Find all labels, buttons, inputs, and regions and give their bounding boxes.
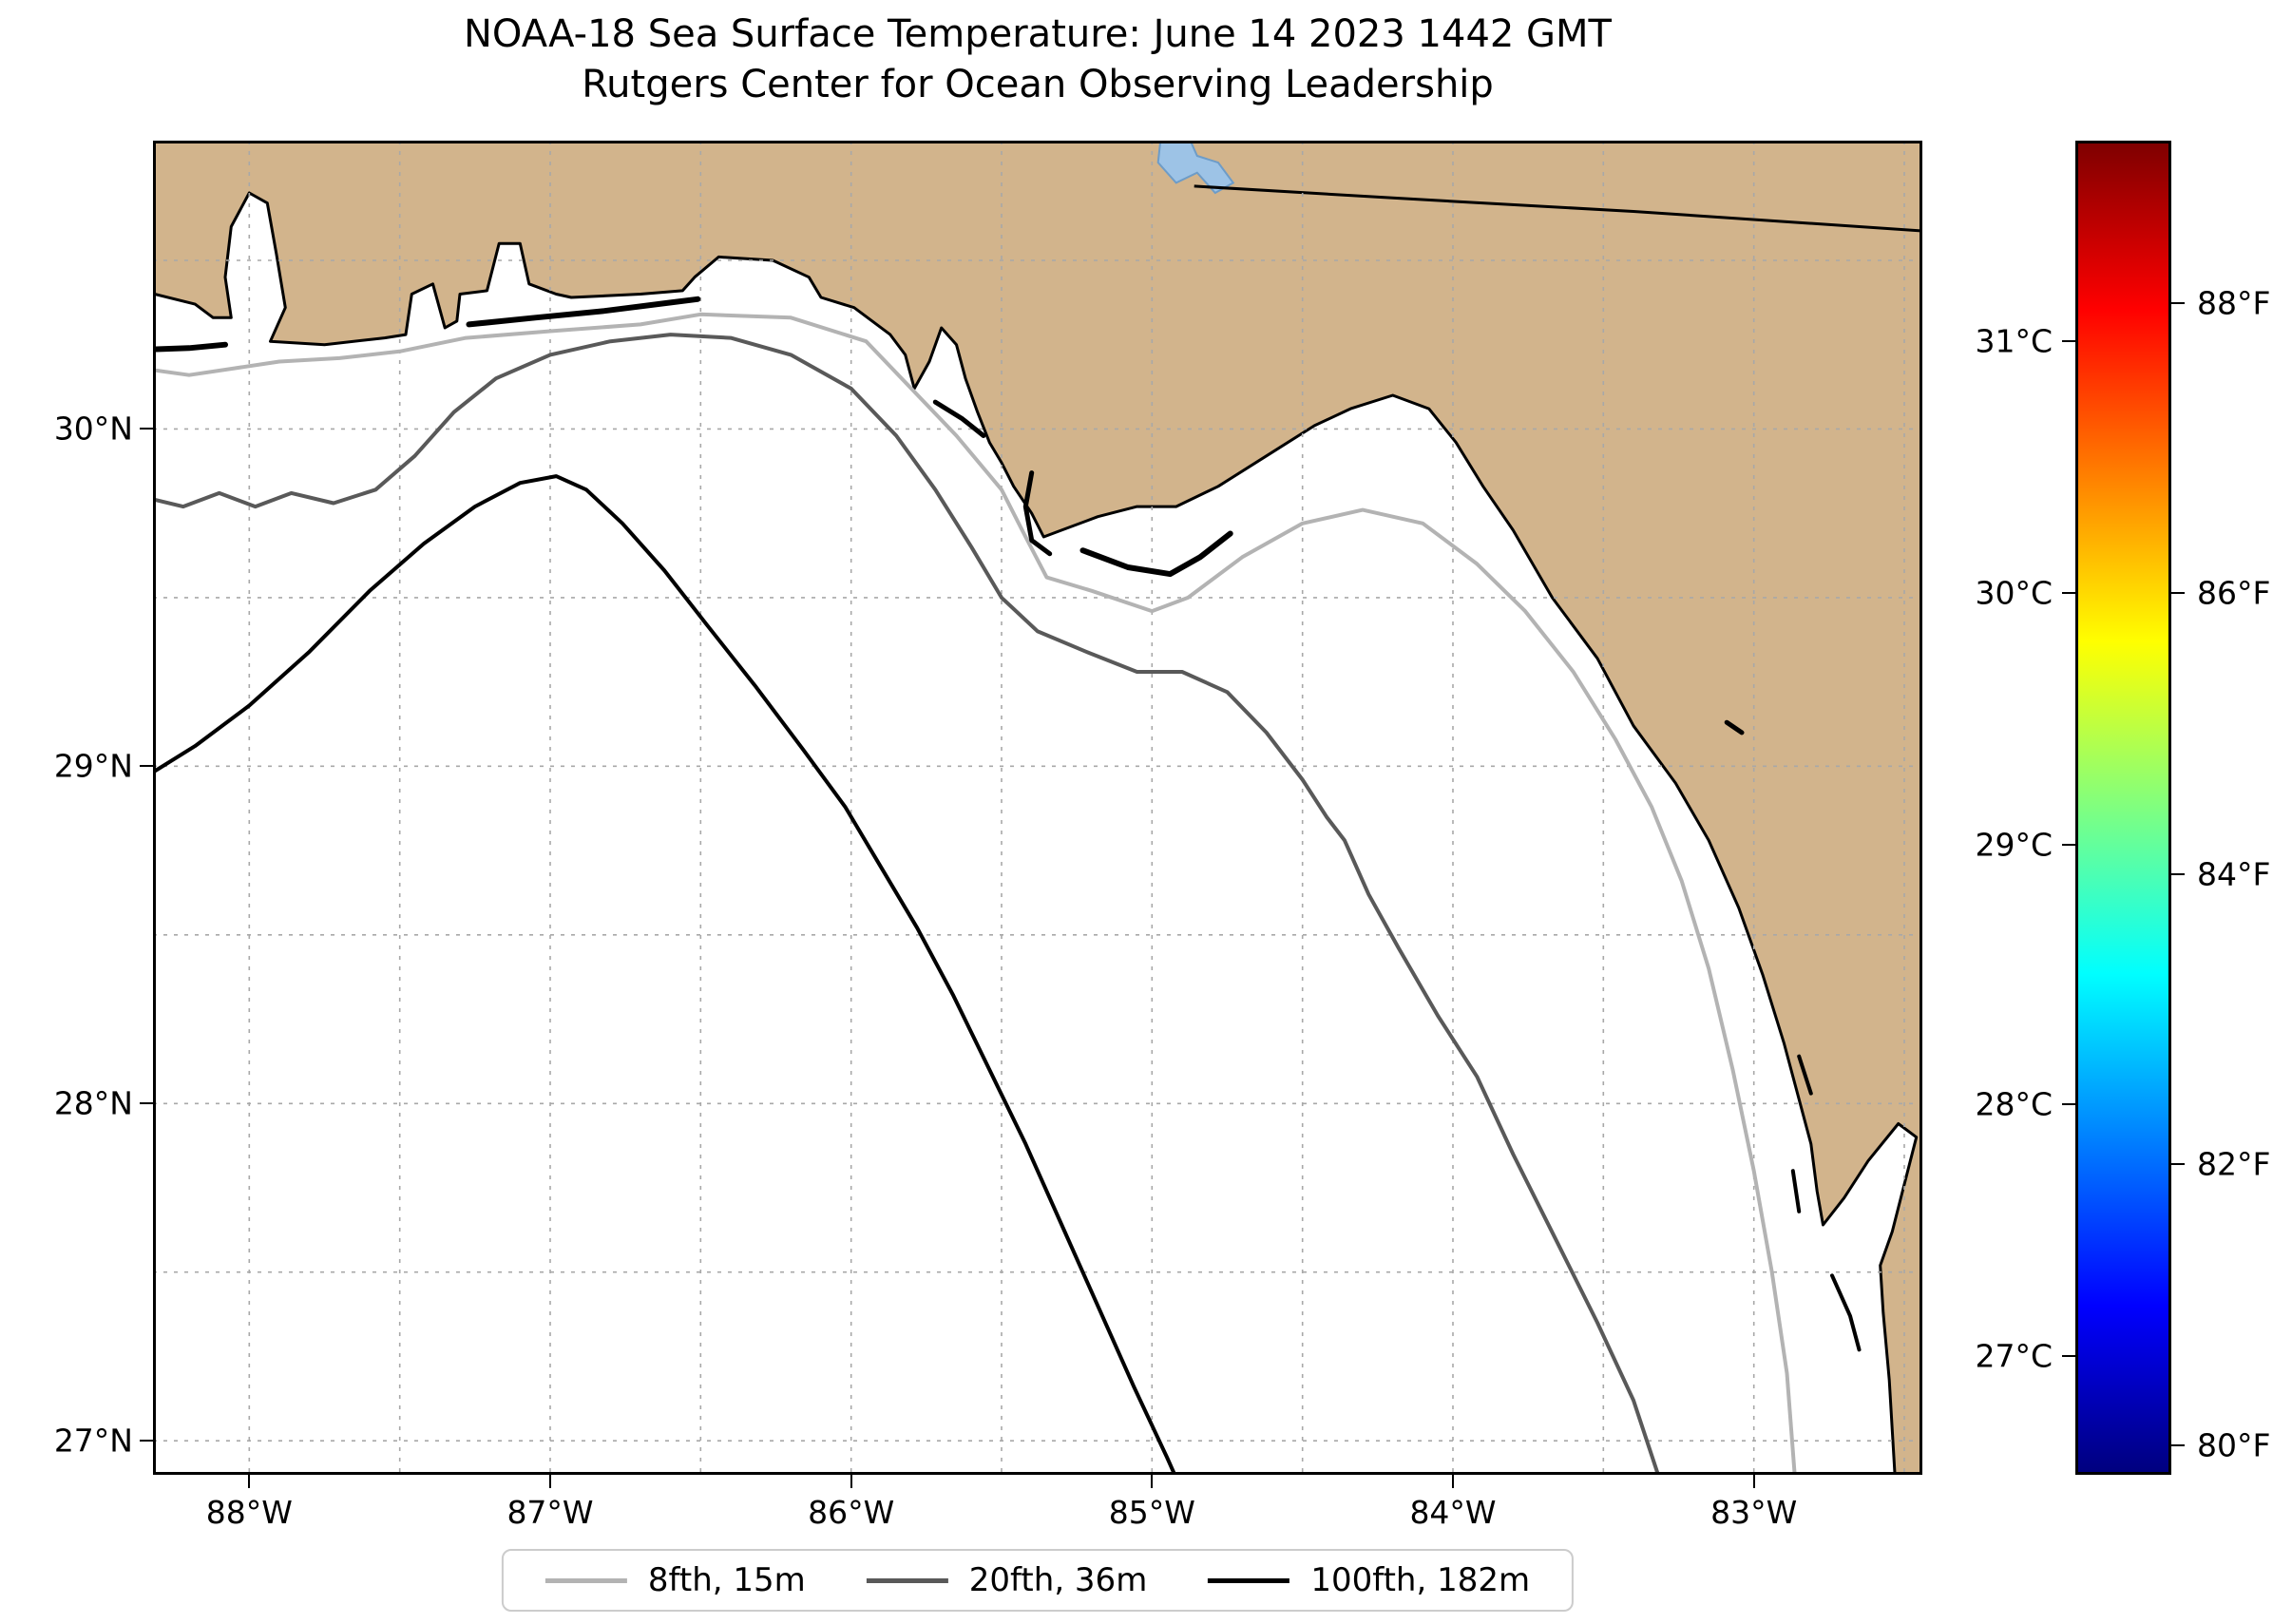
x-tick-label: 85°W [1108, 1494, 1195, 1531]
colorbar-label-celsius: 31°C [1975, 322, 2053, 360]
colorbar-label-celsius: 27°C [1975, 1337, 2053, 1375]
colorbar-tick-celsius [2062, 1102, 2075, 1105]
x-tick-mark [850, 1475, 852, 1488]
colorbar-tick-celsius [2062, 844, 2075, 847]
plot-frame [153, 141, 1922, 1475]
colorbar-label-fahrenheit: 86°F [2197, 574, 2271, 612]
barrier-island-st-joseph-spit [1022, 470, 1053, 557]
colorbar-label-fahrenheit: 88°F [2197, 284, 2271, 322]
y-tick-label: 29°N [53, 747, 133, 785]
legend-line-sample [544, 1577, 627, 1583]
colorbar-tick-fahrenheit [2171, 1444, 2185, 1447]
title-line-2: Rutgers Center for Ocean Observing Leade… [582, 62, 1494, 106]
x-tick-label: 87°W [506, 1494, 594, 1531]
colorbar-label-fahrenheit: 82°F [2197, 1145, 2271, 1183]
y-tick-label: 30°N [53, 410, 133, 448]
x-tick-label: 88°W [205, 1494, 293, 1531]
colorbar-label-fahrenheit: 80°F [2197, 1426, 2271, 1464]
x-tick-mark [248, 1475, 251, 1488]
barrier-island-anclote-keys [1797, 1054, 1813, 1096]
y-tick-mark [140, 1102, 153, 1105]
colorbar-tick-fahrenheit [2171, 873, 2185, 876]
legend-line-sample [866, 1577, 948, 1583]
colorbar-tick-celsius [2062, 591, 2075, 594]
legend-line-sample [1208, 1577, 1290, 1583]
legend-item-label: 8fth, 15m [647, 1561, 806, 1599]
bathymetry-contour-100fth-182m [153, 474, 1177, 1475]
legend-item: 8fth, 15m [544, 1561, 806, 1599]
colorbar-tick-fahrenheit [2171, 1162, 2185, 1165]
colorbar-label-fahrenheit: 84°F [2197, 855, 2271, 893]
bathymetry-contour-20fth-36m [153, 333, 1661, 1475]
map-svg [153, 141, 1922, 1475]
y-tick-mark [140, 428, 153, 430]
x-tick-label: 86°W [808, 1494, 895, 1531]
bathymetry-contour-8fth-15m [153, 312, 1797, 1475]
legend: 8fth, 15m 20fth, 36m 100fth, 182m [501, 1549, 1575, 1612]
state-border-line [1194, 184, 1922, 233]
barrier-island-pinellas-barriers [1790, 1169, 1802, 1213]
barrier-island-santa-rosa-island [466, 296, 701, 328]
x-tick-label: 84°W [1409, 1494, 1497, 1531]
colorbar-tick-celsius [2062, 1355, 2075, 1358]
barrier-island-dauphin-island [153, 341, 228, 353]
y-tick-mark [140, 1440, 153, 1442]
barrier-island-cedar-keys [1724, 719, 1745, 736]
y-tick-label: 27°N [53, 1422, 133, 1460]
colorbar-tick-fahrenheit [2171, 302, 2185, 305]
colorbar [2075, 141, 2171, 1475]
colorbar-label-celsius: 30°C [1975, 574, 2053, 612]
legend-item-label: 20fth, 36m [968, 1561, 1148, 1599]
y-tick-label: 28°N [53, 1084, 133, 1122]
x-tick-mark [1452, 1475, 1454, 1488]
colorbar-label-celsius: 28°C [1975, 1085, 2053, 1123]
x-tick-label: 83°W [1710, 1494, 1798, 1531]
title-line-1: NOAA-18 Sea Surface Temperature: June 14… [463, 12, 1612, 56]
legend-item-label: 100fth, 182m [1310, 1561, 1531, 1599]
land-coastline [153, 141, 1922, 1475]
barrier-island-st-george-island-chain [1079, 530, 1233, 578]
y-tick-mark [140, 765, 153, 768]
colorbar-tick-celsius [2062, 339, 2075, 342]
x-tick-mark [1752, 1475, 1755, 1488]
figure-title: NOAA-18 Sea Surface Temperature: June 14… [153, 10, 1922, 110]
legend-item: 100fth, 182m [1208, 1561, 1530, 1599]
colorbar-tick-fahrenheit [2171, 591, 2185, 594]
colorbar-label-celsius: 29°C [1975, 826, 2053, 864]
legend-item: 20fth, 36m [866, 1561, 1148, 1599]
barrier-island-anna-maria-islands [1830, 1273, 1862, 1352]
x-tick-mark [1151, 1475, 1154, 1488]
map-plot-area [153, 141, 1922, 1475]
x-tick-mark [549, 1475, 551, 1488]
barrier-island-shell-island [932, 399, 986, 438]
